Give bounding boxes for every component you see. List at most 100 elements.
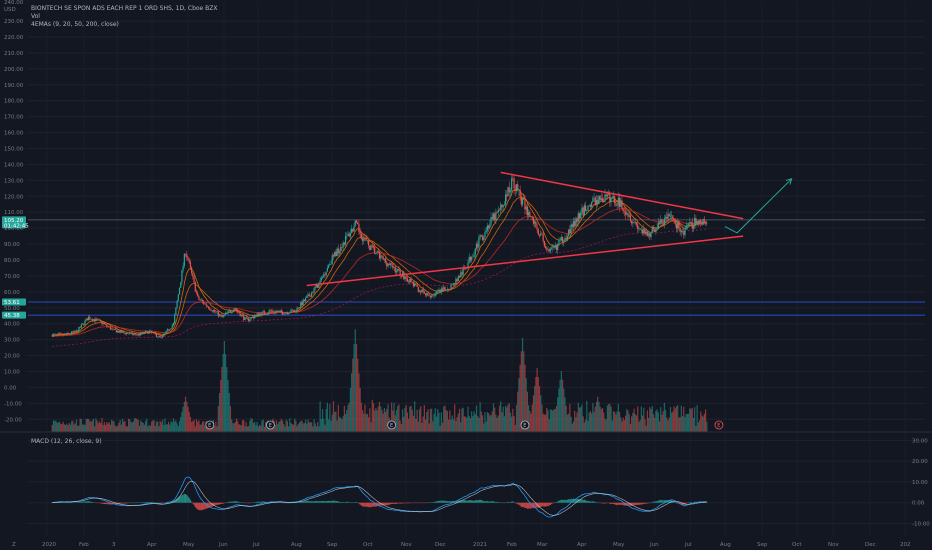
candle bbox=[158, 335, 160, 337]
macd-histogram-bar bbox=[589, 501, 592, 503]
macd-histogram-bar bbox=[314, 501, 316, 503]
candle bbox=[414, 283, 416, 287]
candle bbox=[514, 188, 516, 191]
macd-histogram-bar bbox=[187, 496, 189, 503]
candle bbox=[637, 224, 639, 230]
macd-histogram-bar bbox=[594, 502, 596, 503]
macd-histogram-bar bbox=[193, 502, 195, 506]
macd-histogram-bar bbox=[467, 500, 469, 503]
volume-bar bbox=[530, 413, 532, 432]
candle bbox=[455, 279, 457, 285]
macd-histogram-bar bbox=[319, 501, 321, 503]
volume-bar bbox=[261, 420, 263, 432]
volume-bar bbox=[601, 408, 604, 432]
candle bbox=[411, 282, 413, 283]
macd-tick-label: 10.00 bbox=[912, 480, 928, 486]
volume-bar bbox=[152, 420, 154, 432]
candle bbox=[131, 332, 133, 335]
candle bbox=[658, 222, 661, 224]
volume-bar bbox=[529, 411, 531, 432]
macd-histogram-bar bbox=[456, 500, 458, 503]
volume-bar bbox=[690, 408, 692, 432]
volume-bar bbox=[349, 387, 352, 432]
candle bbox=[616, 205, 618, 206]
macd-histogram-bar bbox=[166, 501, 168, 503]
volume-bar bbox=[548, 419, 550, 432]
volume-bar bbox=[64, 424, 67, 432]
macd-histogram-bar bbox=[474, 500, 476, 503]
macd-histogram-bar bbox=[507, 501, 509, 503]
macd-histogram-bar bbox=[326, 501, 329, 503]
candle bbox=[171, 325, 173, 329]
trendlines[interactable] bbox=[306, 171, 793, 287]
candle bbox=[95, 318, 97, 322]
macd-histogram-bar bbox=[351, 502, 353, 503]
volume-bar bbox=[599, 406, 601, 432]
volume-bar bbox=[490, 415, 492, 432]
volume-bar bbox=[578, 407, 581, 432]
macd-histogram-bar bbox=[528, 502, 530, 509]
macd-histogram-bar bbox=[301, 501, 303, 503]
macd-histogram-bar bbox=[521, 502, 524, 508]
price-tick-label: 190.00 bbox=[4, 83, 24, 89]
volume-bar bbox=[416, 409, 418, 432]
volume-bar bbox=[77, 425, 79, 432]
macd-histogram-bar bbox=[101, 502, 103, 504]
candle bbox=[266, 313, 268, 315]
macd-histogram-bar bbox=[200, 502, 202, 511]
candle bbox=[488, 225, 490, 229]
candle bbox=[328, 265, 330, 268]
candle bbox=[669, 215, 672, 217]
candle bbox=[392, 263, 394, 268]
macd-histogram-bar bbox=[587, 500, 589, 503]
candle bbox=[406, 278, 409, 282]
volume-bar bbox=[244, 426, 246, 432]
volume-bar bbox=[521, 337, 524, 432]
macd-histogram-bar bbox=[652, 501, 655, 503]
price-badge-label: 105.20 bbox=[4, 218, 24, 224]
candle bbox=[184, 253, 187, 255]
macd-histogram-bar bbox=[508, 502, 510, 503]
macd-histogram-bar bbox=[644, 502, 646, 504]
volume-bar bbox=[524, 364, 526, 432]
volume-bar bbox=[146, 418, 148, 432]
candle bbox=[549, 248, 552, 252]
volume-bar bbox=[615, 414, 617, 432]
macd-histogram-bar bbox=[248, 502, 250, 504]
volume-bar bbox=[107, 423, 109, 432]
volume-bar bbox=[658, 421, 661, 432]
candle bbox=[318, 282, 320, 288]
volume-bar bbox=[655, 411, 657, 432]
price-tick-label: 140.00 bbox=[4, 162, 24, 168]
candle bbox=[439, 289, 441, 293]
time-tick-label: May bbox=[183, 542, 195, 548]
volume-bar bbox=[71, 421, 73, 432]
volume-bar bbox=[477, 416, 479, 432]
candle bbox=[464, 268, 467, 270]
macd-histogram-bar bbox=[217, 502, 219, 505]
macd-histogram-bar bbox=[525, 502, 527, 509]
volume-bar bbox=[689, 408, 691, 432]
candle bbox=[114, 328, 116, 330]
candle bbox=[634, 222, 636, 223]
candle bbox=[303, 299, 305, 302]
candle bbox=[489, 224, 491, 229]
volume-bar bbox=[617, 403, 619, 432]
candle bbox=[418, 290, 421, 292]
candle bbox=[594, 197, 596, 206]
volume-bar bbox=[206, 425, 208, 432]
macd-histogram-bar bbox=[433, 501, 435, 503]
volume-bar bbox=[609, 403, 611, 432]
macd-histogram-bar bbox=[85, 501, 87, 503]
volume-bar bbox=[446, 411, 449, 432]
volume-bar bbox=[191, 421, 193, 432]
volume-bar bbox=[346, 409, 348, 432]
price-tick-label: 130.00 bbox=[4, 178, 24, 184]
candle bbox=[427, 293, 429, 296]
candle bbox=[178, 287, 181, 295]
volume-bar bbox=[342, 416, 344, 432]
macd-histogram-bar bbox=[569, 499, 571, 503]
